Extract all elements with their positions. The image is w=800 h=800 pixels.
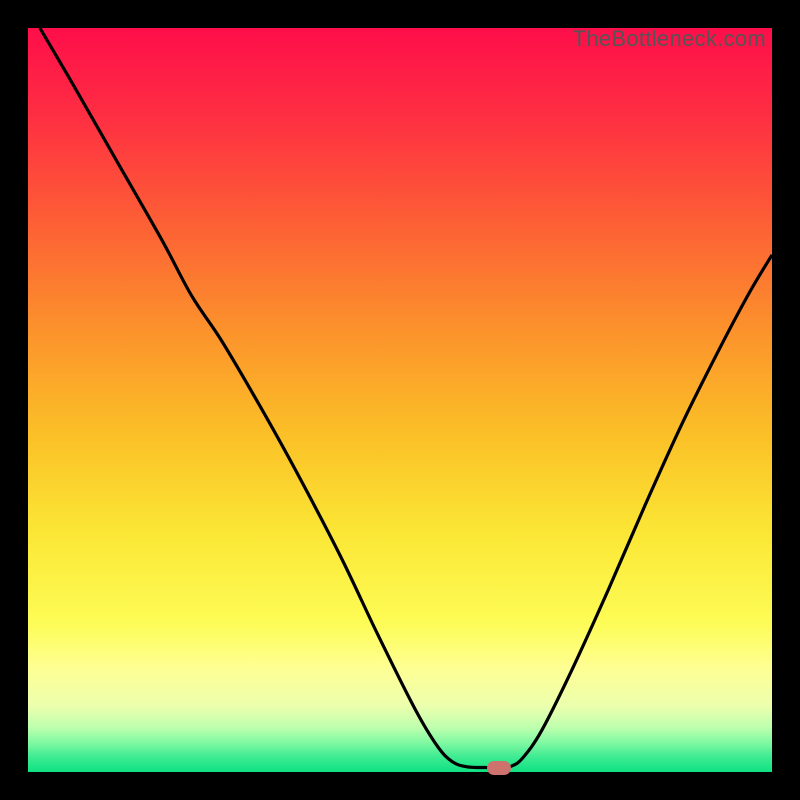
chart-frame: TheBottleneck.com <box>0 0 800 800</box>
optimum-marker <box>487 761 511 775</box>
plot-area <box>28 28 772 772</box>
bottleneck-curve <box>28 28 772 772</box>
watermark-text: TheBottleneck.com <box>573 26 766 52</box>
curve-path <box>40 28 772 768</box>
